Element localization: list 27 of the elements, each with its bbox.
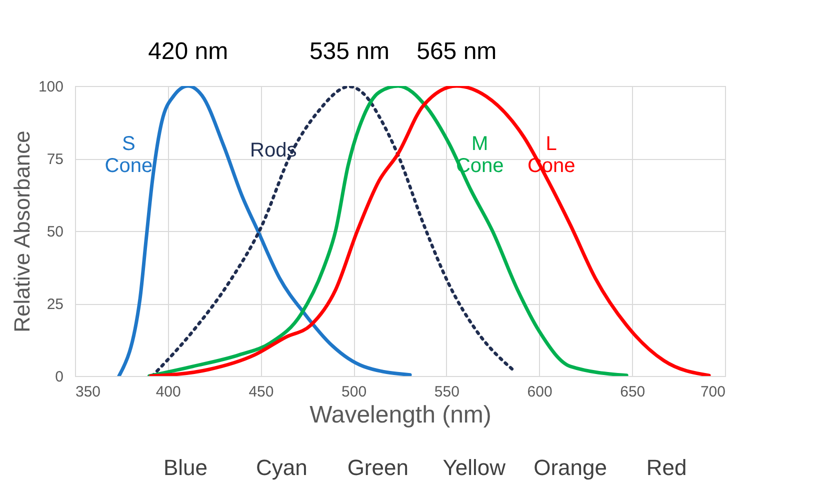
x-tick-label: 700	[700, 384, 726, 400]
text: Red	[646, 455, 687, 480]
y-tick-label: 0	[55, 368, 64, 386]
x-tick-label: 350	[76, 384, 101, 400]
y-tick-label: 50	[46, 224, 64, 240]
x-tick-label: 650	[620, 384, 646, 400]
y-tick-label: 25	[46, 296, 64, 313]
y-tick-label: 100	[38, 78, 64, 96]
text: Orange	[534, 455, 607, 480]
x-tick-label: 550	[434, 384, 460, 400]
text: Cyan	[256, 455, 308, 480]
x-axis-title: Wavelength (nm)	[310, 402, 492, 428]
x-tick-label: 450	[248, 384, 274, 400]
annotation: 420 nm	[148, 38, 228, 65]
x-tick-label: 600	[527, 384, 552, 400]
text: Green	[347, 455, 408, 480]
line-series	[150, 86, 516, 376]
x-tick-label: 500	[342, 384, 367, 400]
annotation: 535 nm	[309, 38, 390, 65]
series-label: S Cone	[104, 133, 153, 177]
series-label: Rods	[250, 139, 297, 162]
text: Blue	[163, 455, 208, 480]
x-tick-label: 400	[156, 384, 181, 400]
y-axis-title: Relative Absorbance	[9, 130, 34, 332]
annotation: 565 nm	[416, 38, 497, 65]
y-tick-label: 75	[46, 151, 64, 168]
text: Yellow	[442, 455, 506, 480]
